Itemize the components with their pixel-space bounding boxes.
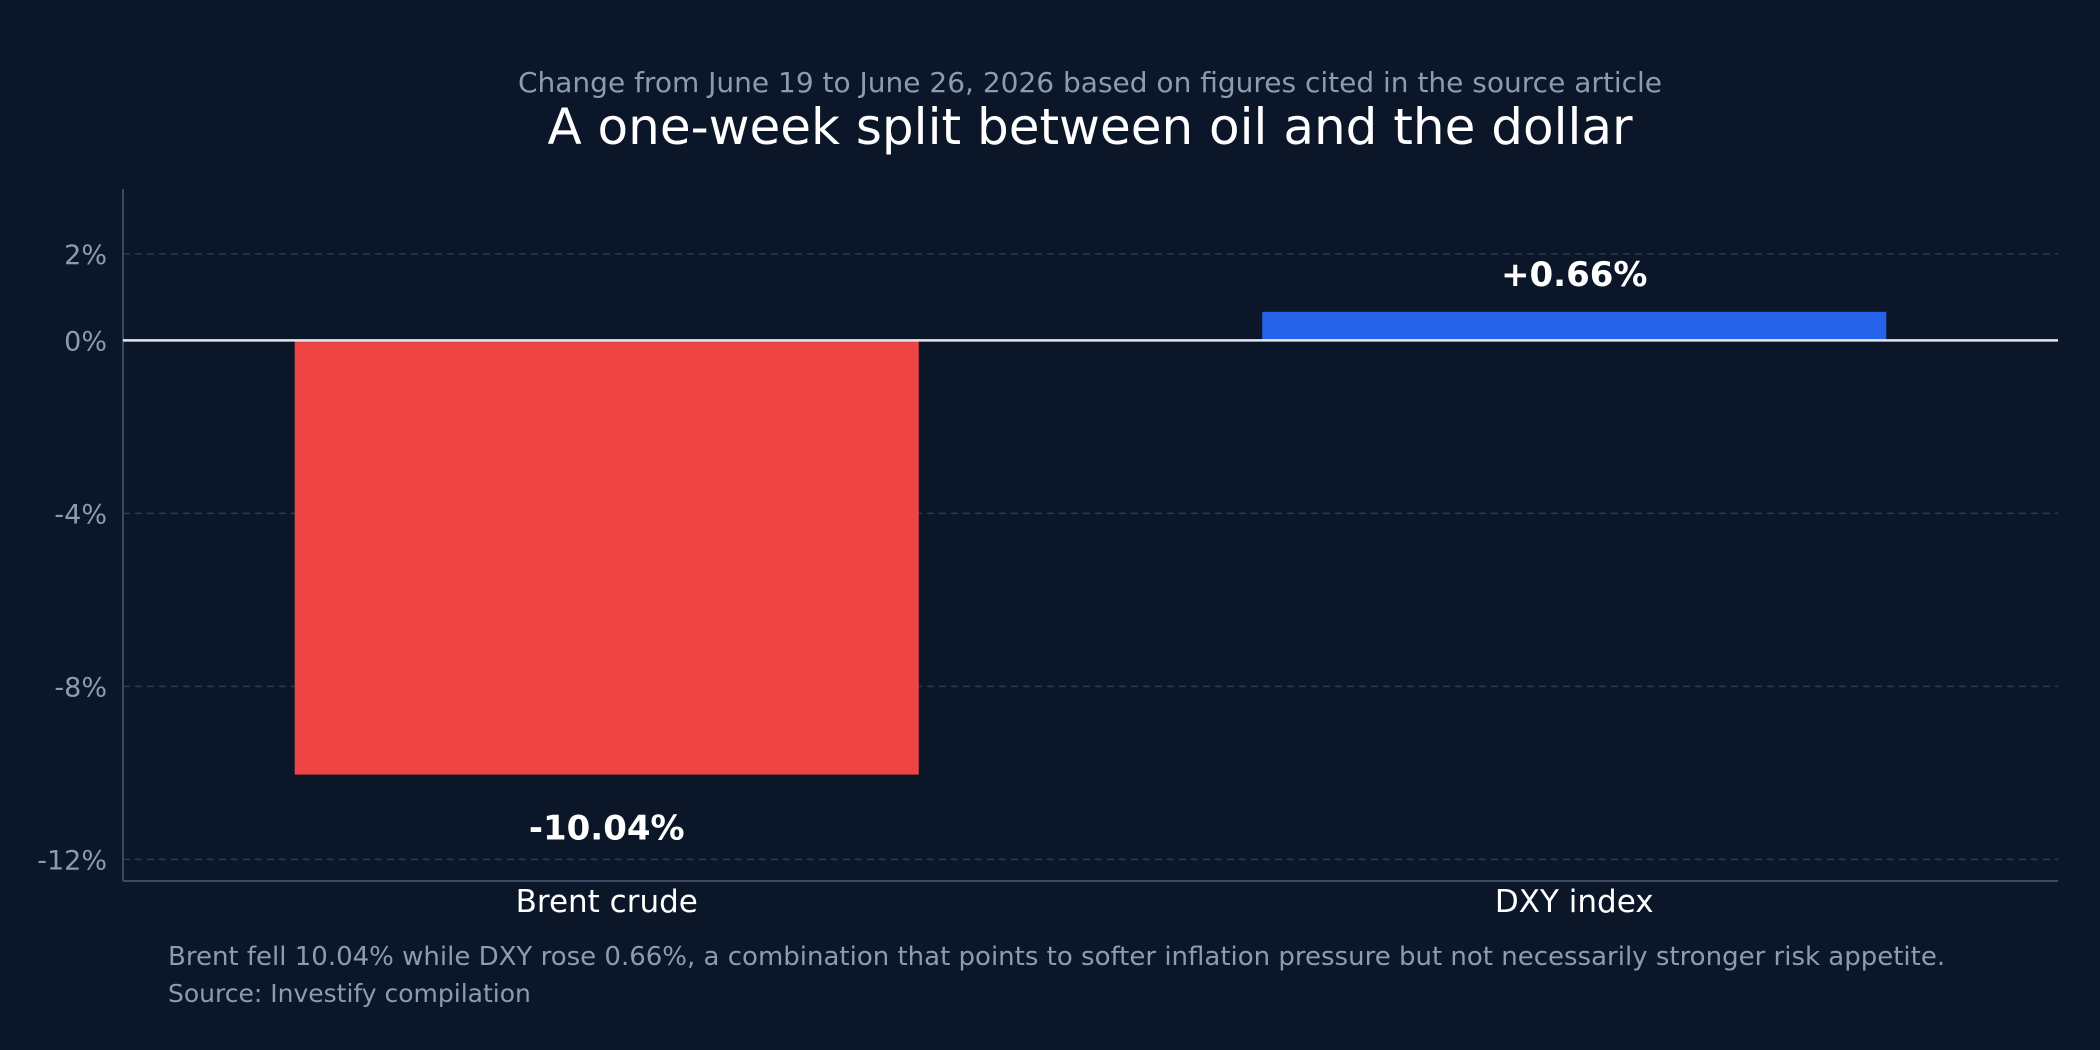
y-tick-label: -12%	[37, 845, 107, 876]
bar	[1262, 311, 1887, 341]
chart-source: Source: Investify compilation	[168, 979, 531, 1008]
bar	[294, 340, 919, 775]
data-label: -10.04%	[529, 809, 685, 849]
data-label: +0.66%	[1501, 255, 1647, 295]
x-tick-label: DXY index	[1495, 884, 1654, 920]
y-tick-label: 2%	[64, 240, 107, 271]
y-tick-label: -4%	[54, 499, 107, 530]
x-tick-label: Brent crude	[516, 884, 698, 920]
y-tick-label: 0%	[64, 326, 107, 357]
chart-note: Brent fell 10.04% while DXY rose 0.66%, …	[168, 942, 1946, 972]
chart-title: A one-week split between oil and the dol…	[547, 98, 1633, 156]
chart-subtitle: Change from June 19 to June 26, 2026 bas…	[517, 66, 1663, 99]
y-tick-label: -8%	[54, 672, 107, 703]
